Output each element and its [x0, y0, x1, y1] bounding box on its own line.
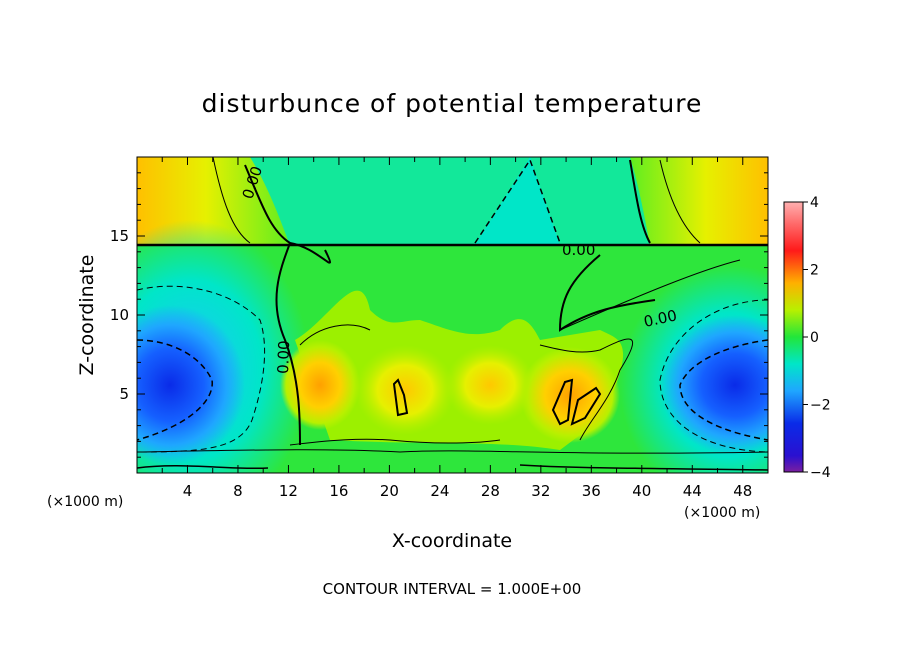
y-axis-label: Z-coordinate [76, 255, 98, 376]
colorbar-tick-label: −4 [810, 465, 831, 481]
y-tick-label: 10 [110, 306, 129, 324]
x-tick-label: 8 [233, 482, 243, 500]
x-unit-right: (×1000 m) [684, 505, 760, 521]
upper-right-warm [630, 157, 768, 245]
warm-cell-1 [280, 340, 360, 430]
chart-title: disturbunce of potential temperature [202, 89, 703, 118]
left-cold-core [137, 305, 245, 465]
warm-cell-3 [445, 345, 535, 425]
x-tick-label: 28 [481, 482, 500, 500]
negative-contours [137, 158, 768, 453]
contour-label-4: 0.00 [274, 340, 293, 374]
x-tick-label: 4 [183, 482, 193, 500]
right-cold-core [660, 315, 768, 455]
contour-field: 0.00 0.00 0.00 0.00 [137, 157, 768, 473]
upper-center-cool [475, 157, 560, 245]
colorbar [783, 201, 804, 473]
y-tick-label: 5 [119, 385, 129, 403]
x-tick-label: 36 [582, 482, 601, 500]
colorbar-ticks: 4 2 0 −2 −4 [803, 195, 831, 481]
x-unit-left: (×1000 m) [47, 494, 123, 510]
x-tick-label: 44 [683, 482, 702, 500]
contour-label-2: 0.00 [562, 241, 595, 259]
x-tick-label: 24 [430, 482, 449, 500]
x-tick-label: 32 [531, 482, 550, 500]
colorbar-tick-label: 4 [810, 195, 819, 211]
colorbar-tick-label: 2 [810, 263, 819, 279]
warm-cell-2 [355, 345, 455, 435]
contour-lines [137, 157, 768, 471]
y-tick-label: 15 [110, 227, 129, 245]
x-axis-label: X-coordinate [392, 530, 512, 552]
x-tick-label: 40 [632, 482, 651, 500]
x-tick-label: 48 [733, 482, 752, 500]
x-tick-label: 12 [279, 482, 298, 500]
x-tick-label: 20 [380, 482, 399, 500]
x-tick-label: 16 [329, 482, 348, 500]
colorbar-tick-label: −2 [810, 398, 831, 414]
contour-interval-note: CONTOUR INTERVAL = 1.000E+00 [323, 580, 582, 598]
colorbar-tick-label: 0 [810, 330, 819, 346]
